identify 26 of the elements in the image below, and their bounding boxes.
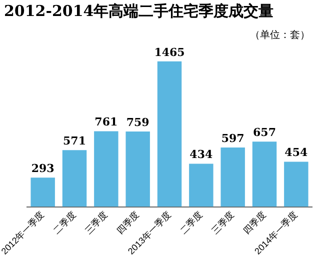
- data-label: 571: [63, 134, 86, 148]
- x-tick-label: 三季度: [83, 210, 110, 236]
- data-label: 759: [126, 116, 150, 129]
- chart-title: 2012-2014年高端二手住宅季度成交量: [4, 2, 274, 21]
- bar: [157, 61, 182, 207]
- data-label: 434: [190, 148, 213, 162]
- x-tick-label: 二季度: [52, 210, 78, 236]
- x-tick-label: 二季度: [178, 210, 204, 236]
- bar: [62, 150, 87, 207]
- data-label: 293: [31, 162, 54, 176]
- bar: [30, 178, 55, 207]
- text: （单位：套）: [250, 28, 310, 42]
- bar: [189, 164, 214, 207]
- bar: [126, 131, 150, 207]
- data-label: 1465: [154, 46, 185, 59]
- data-label: 657: [253, 126, 276, 139]
- bar: [284, 162, 308, 207]
- x-tick-label: 三季度: [210, 210, 236, 236]
- x-tick-label: 四季度: [114, 210, 142, 236]
- x-tick-label: 四季度: [242, 210, 268, 236]
- bar: [252, 142, 277, 207]
- bar: [220, 148, 245, 207]
- bar: [94, 131, 118, 207]
- data-label: 597: [221, 132, 244, 145]
- data-label: 454: [284, 146, 308, 160]
- data-label: 761: [94, 116, 118, 129]
